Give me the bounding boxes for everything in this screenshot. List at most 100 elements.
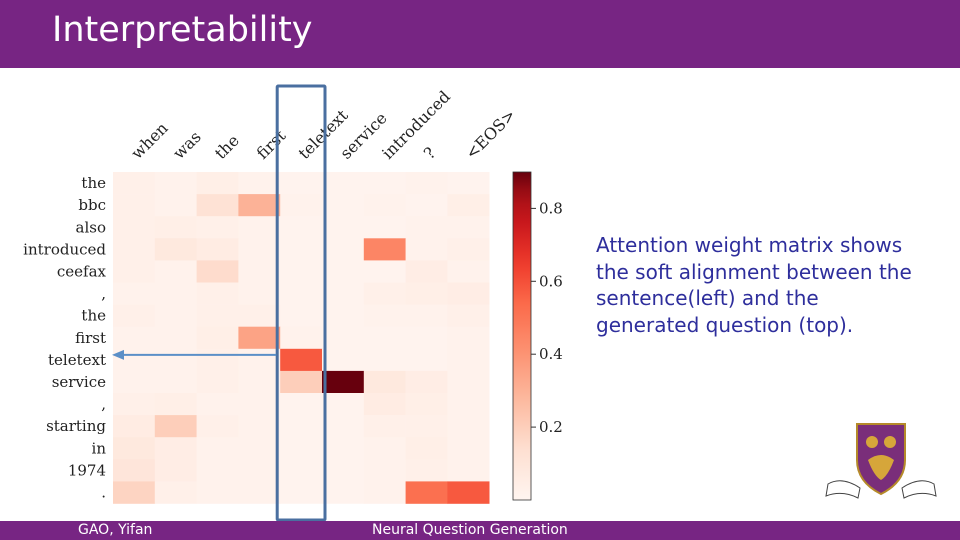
caption-text: Attention weight matrix shows the soft a… — [596, 233, 912, 337]
heatmap-cell — [405, 348, 448, 372]
heatmap-cell — [363, 304, 406, 327]
heatmap-cell — [154, 194, 197, 217]
heatmap-cell — [363, 282, 406, 305]
heatmap-cell — [113, 238, 156, 261]
heatmap-cell — [363, 326, 406, 350]
row-label: , — [101, 395, 106, 413]
heatmap-cell — [113, 216, 156, 239]
heatmap-cell — [196, 437, 239, 460]
heatmap-cell — [447, 282, 490, 305]
row-label: teletext — [48, 351, 106, 369]
heatmap-cell — [280, 282, 323, 305]
heatmap-cell — [238, 459, 281, 482]
heatmap-cell — [196, 238, 239, 261]
heatmap-cell — [322, 326, 365, 350]
row-label: 1974 — [68, 461, 106, 479]
colorbar-tick-label: 0.6 — [539, 272, 563, 290]
heatmap-cell — [447, 304, 490, 327]
heatmap-cell — [113, 415, 156, 438]
heatmap-cell — [322, 194, 365, 217]
heatmap-cell — [196, 304, 239, 327]
heatmap-cell — [280, 481, 323, 504]
heatmap-cell — [405, 370, 448, 394]
heatmap-cell — [113, 282, 156, 305]
heatmap-cell — [322, 348, 365, 372]
heatmap-cell — [196, 216, 239, 239]
heatmap-cell — [322, 282, 365, 305]
heatmap-cell — [322, 238, 365, 261]
heatmap-cell — [196, 282, 239, 305]
heatmap-cell — [154, 238, 197, 261]
heatmap-cell — [447, 481, 490, 504]
heatmap-cell — [363, 172, 406, 195]
heatmap-cell — [280, 216, 323, 239]
colorbar-tick-label: 0.2 — [539, 418, 563, 436]
row-label: first — [75, 329, 106, 347]
heatmap-cell — [363, 393, 406, 416]
heatmap-cell — [238, 172, 281, 195]
heatmap-cell — [363, 260, 406, 283]
heatmap-cell — [113, 481, 156, 504]
heatmap-cell — [238, 216, 281, 239]
heatmap-cell — [447, 415, 490, 438]
heatmap-cell — [238, 238, 281, 261]
row-label: starting — [46, 417, 106, 435]
heatmap-cell — [280, 326, 323, 350]
slide-title: Interpretability — [52, 10, 313, 50]
heatmap-cell — [447, 348, 490, 372]
colorbar-tick-label: 0.4 — [539, 345, 563, 363]
row-label: in — [92, 439, 107, 457]
heatmap-cell — [447, 437, 490, 460]
heatmap-cell — [280, 348, 323, 372]
heatmap-cell — [447, 370, 490, 394]
heatmap-cell — [363, 348, 406, 372]
heatmap-cell — [196, 481, 239, 504]
heatmap-cell — [447, 172, 490, 195]
university-crest-logo — [825, 423, 937, 499]
column-label: first — [253, 126, 290, 163]
heatmap-cell — [405, 415, 448, 438]
heatmap-cell — [238, 348, 281, 372]
highlight-column-box — [275, 84, 327, 522]
heatmap-cell — [238, 282, 281, 305]
heatmap-cell — [405, 260, 448, 283]
row-label: the — [81, 174, 106, 192]
heatmap-cell — [154, 216, 197, 239]
heatmap-cell — [238, 194, 281, 217]
heatmap-cell — [196, 393, 239, 416]
heatmap-cell — [322, 437, 365, 460]
heatmap-cell — [322, 481, 365, 504]
heatmap-cell — [447, 393, 490, 416]
row-label: ceefax — [57, 262, 107, 280]
heatmap-cell — [447, 238, 490, 261]
heatmap-cell — [280, 238, 323, 261]
heatmap-cell — [280, 260, 323, 283]
heatmap-cell — [363, 481, 406, 504]
heatmap-cell — [113, 260, 156, 283]
heatmap-cell — [447, 216, 490, 239]
heatmap-cell — [238, 260, 281, 283]
heatmap-cell — [447, 194, 490, 217]
heatmap-cell — [405, 304, 448, 327]
heatmap-cell — [196, 459, 239, 482]
heatmap-cell — [238, 437, 281, 460]
heatmap-cell — [154, 459, 197, 482]
heatmap-cell — [154, 260, 197, 283]
heatmap-cell — [363, 415, 406, 438]
column-label: introduced — [378, 87, 454, 163]
slide-header — [0, 0, 960, 68]
heatmap-cell — [322, 216, 365, 239]
heatmap-cell — [363, 437, 406, 460]
row-label: introduced — [23, 240, 106, 258]
heatmap-cell — [405, 172, 448, 195]
heatmap-cell — [405, 459, 448, 482]
column-label: was — [169, 127, 205, 163]
heatmap-cell — [363, 370, 406, 394]
heatmap-cell — [322, 304, 365, 327]
heatmap-cell — [280, 437, 323, 460]
heatmap-cell — [363, 216, 406, 239]
heatmap-cell — [280, 304, 323, 327]
heatmap-cell — [154, 481, 197, 504]
row-label: service — [52, 373, 106, 391]
